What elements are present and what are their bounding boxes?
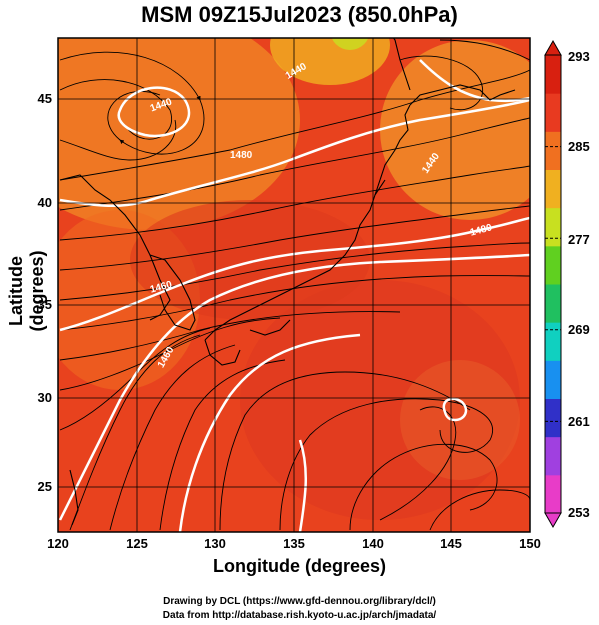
y-tick-label: 25	[37, 479, 52, 494]
colorbar-tick-label: 277	[568, 232, 590, 247]
colorbar-tick-label: 261	[568, 414, 590, 429]
contour-label: 1480	[230, 150, 253, 161]
x-tick-label: 120	[47, 536, 69, 551]
colorbar-segment	[545, 131, 561, 170]
x-tick-label: 135	[283, 536, 305, 551]
height-contours	[58, 59, 530, 532]
credit-data: Data from http://database.rish.kyoto-u.a…	[162, 610, 437, 621]
y-tick-label: 45	[37, 91, 52, 106]
coastlines	[59, 38, 516, 526]
x-tick-label: 130	[204, 536, 226, 551]
colorbar-segment	[545, 55, 561, 94]
colorbar-segment	[545, 207, 561, 247]
y-tick-label: 40	[37, 195, 52, 210]
y-tick-label: 30	[37, 390, 52, 405]
colorbar-max-arrow	[544, 39, 562, 56]
colorbar-segment	[545, 360, 561, 399]
credit-drawing: Drawing by DCL (https://www.gfd-dennou.o…	[163, 596, 436, 607]
x-tick-label: 140	[362, 536, 384, 551]
streamlines	[59, 39, 530, 531]
colorbar-segment	[545, 474, 561, 514]
map-grid	[58, 38, 530, 532]
colorbar-tick-label: 285	[568, 139, 590, 154]
y-axis-label: Latitude (degrees)	[6, 250, 47, 332]
colorbar-segment	[545, 169, 561, 209]
colorbar-segment	[545, 284, 561, 323]
map-title: MSM 09Z15Jul2023 (850.0hPa)	[141, 2, 458, 27]
y-tick-label: 35	[37, 297, 52, 312]
colorbar-segment	[545, 398, 561, 438]
colorbar-tick-label: 293	[568, 49, 590, 64]
x-axis-label: Longitude (degrees)	[212, 556, 386, 576]
x-tick-label: 145	[440, 536, 462, 551]
colorbar-tick-label: 269	[568, 322, 590, 337]
colorbar-segment	[545, 93, 561, 132]
colorbar	[544, 39, 562, 529]
x-tick-label: 125	[126, 536, 148, 551]
x-tick-label: 150	[519, 536, 541, 551]
colorbar-segment	[545, 322, 561, 361]
colorbar-segment	[545, 245, 561, 285]
plot-frame	[57, 37, 531, 533]
colorbar-min-arrow	[544, 512, 562, 529]
colorbar-segment	[545, 436, 561, 476]
colorbar-tick-label: 253	[568, 505, 590, 520]
